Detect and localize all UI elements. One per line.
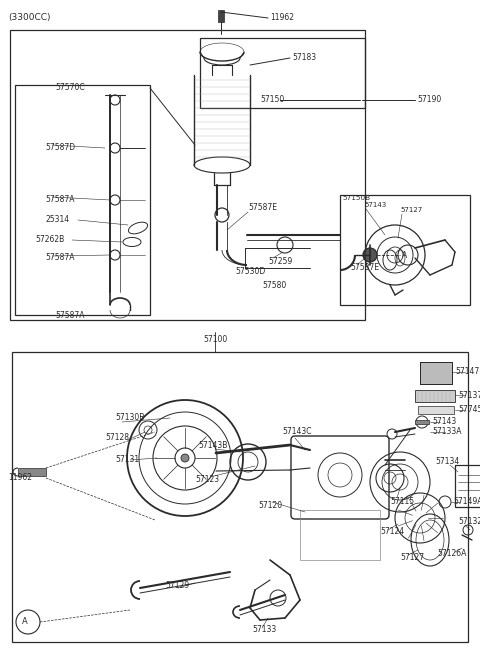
- Text: 57143B: 57143B: [198, 440, 228, 449]
- Text: 57143: 57143: [364, 202, 386, 208]
- Text: 57100: 57100: [203, 335, 227, 345]
- Text: 57137B: 57137B: [458, 391, 480, 399]
- Text: 57143: 57143: [432, 418, 456, 426]
- Bar: [418, 406, 454, 414]
- Text: 57131: 57131: [115, 455, 139, 465]
- Text: 57570C: 57570C: [55, 84, 84, 92]
- Bar: [415, 390, 455, 402]
- Text: A: A: [22, 618, 28, 626]
- Circle shape: [181, 454, 189, 462]
- Bar: [420, 362, 452, 384]
- Text: 57130B: 57130B: [115, 414, 144, 422]
- Text: 57183: 57183: [292, 53, 316, 63]
- Bar: [455, 465, 480, 507]
- Text: 57587A: 57587A: [45, 195, 74, 205]
- Text: 25314: 25314: [45, 216, 69, 224]
- Text: 57127: 57127: [400, 554, 424, 562]
- Text: 11962: 11962: [270, 13, 294, 22]
- Bar: [18, 468, 46, 476]
- Bar: [300, 510, 380, 560]
- Text: 57126A: 57126A: [437, 548, 467, 558]
- Bar: [218, 10, 224, 22]
- Text: 57124: 57124: [380, 527, 404, 537]
- Text: 57150B: 57150B: [342, 195, 370, 201]
- Text: 57587E: 57587E: [350, 263, 379, 273]
- Text: 57120: 57120: [258, 500, 282, 510]
- Text: 57190: 57190: [417, 96, 441, 104]
- Text: 57133: 57133: [252, 626, 276, 634]
- Text: 57530D: 57530D: [235, 267, 265, 277]
- Text: 57123: 57123: [195, 475, 219, 484]
- Text: 57127: 57127: [400, 207, 422, 213]
- Text: 57143C: 57143C: [282, 428, 312, 436]
- Bar: [340, 195, 470, 305]
- Text: 57745: 57745: [458, 405, 480, 414]
- Bar: [200, 38, 365, 108]
- Text: 57134: 57134: [435, 457, 459, 467]
- Text: (3300CC): (3300CC): [8, 13, 50, 22]
- Bar: [12, 352, 468, 642]
- Text: 57587E: 57587E: [248, 203, 277, 213]
- Bar: [420, 362, 452, 384]
- Text: 57150: 57150: [260, 96, 284, 104]
- Bar: [415, 420, 429, 424]
- Circle shape: [363, 248, 377, 262]
- Text: 11962: 11962: [8, 473, 32, 482]
- Text: 57115: 57115: [390, 498, 414, 506]
- Text: 57259: 57259: [268, 257, 292, 267]
- Text: A: A: [402, 251, 408, 259]
- Text: 57133A: 57133A: [432, 428, 461, 436]
- Text: 57132: 57132: [458, 517, 480, 527]
- Text: 57149A: 57149A: [453, 498, 480, 506]
- Text: 57147: 57147: [455, 368, 479, 376]
- Bar: [15, 85, 150, 315]
- Bar: [10, 30, 365, 320]
- Text: 57580: 57580: [262, 280, 286, 290]
- Text: 57587A: 57587A: [45, 253, 74, 263]
- Text: 57128: 57128: [105, 434, 129, 442]
- Text: 57587D: 57587D: [45, 143, 75, 152]
- Text: 57129: 57129: [165, 581, 189, 589]
- Text: 57262B: 57262B: [35, 236, 64, 244]
- Text: 57587A: 57587A: [55, 310, 84, 319]
